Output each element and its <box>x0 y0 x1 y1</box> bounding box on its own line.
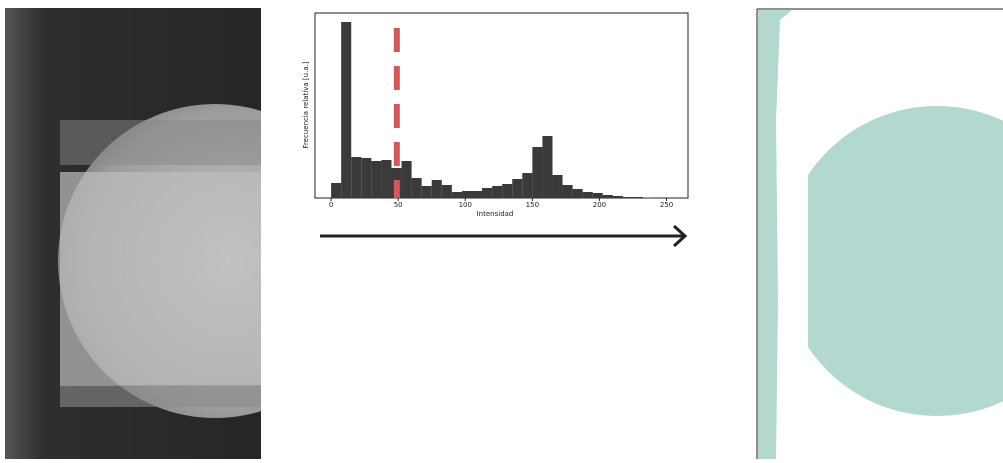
x-tick-label: 250 <box>660 201 673 209</box>
bar <box>371 161 381 198</box>
bar <box>502 184 512 198</box>
bar <box>542 136 552 198</box>
bar <box>412 178 422 198</box>
page: Intensidad Frecuencia relativa [u.a.] 0 5… <box>0 0 1003 463</box>
x-axis-label: Intensidad <box>477 210 514 218</box>
x-tick-label: 0 <box>329 201 333 209</box>
mask-cut <box>782 100 808 440</box>
bar <box>351 157 361 198</box>
bar <box>402 161 412 198</box>
bar <box>482 188 492 198</box>
bar <box>381 160 391 198</box>
x-tick-label: 200 <box>593 201 606 209</box>
bar <box>512 179 522 198</box>
bar <box>563 185 573 198</box>
bar <box>603 195 613 198</box>
histogram: Intensidad Frecuencia relativa [u.a.] 0 5… <box>302 13 688 218</box>
bar <box>573 189 583 198</box>
bar <box>341 22 351 198</box>
bar <box>472 191 482 198</box>
bar <box>643 198 653 199</box>
bar <box>613 196 623 198</box>
microscopy-image <box>5 8 372 459</box>
bar <box>583 192 593 198</box>
bar <box>552 175 562 198</box>
bar <box>452 192 462 198</box>
x-tick-label: 50 <box>394 201 403 209</box>
x-tick-label: 100 <box>459 201 472 209</box>
y-axis-label: Frecuencia relativa [u.a.] <box>302 61 310 148</box>
bar <box>593 193 603 198</box>
bar <box>522 173 532 198</box>
bar <box>492 186 502 198</box>
bar <box>361 158 371 198</box>
figure: Intensidad Frecuencia relativa [u.a.] 0 5… <box>0 0 1003 459</box>
bar <box>432 180 442 198</box>
bar <box>532 147 542 198</box>
bar <box>623 197 633 198</box>
bar <box>442 185 452 198</box>
bar <box>633 197 643 198</box>
bar <box>331 183 341 198</box>
x-tick-label: 150 <box>526 201 539 209</box>
bar <box>462 191 472 198</box>
arrow <box>320 226 685 246</box>
bar <box>422 186 432 198</box>
